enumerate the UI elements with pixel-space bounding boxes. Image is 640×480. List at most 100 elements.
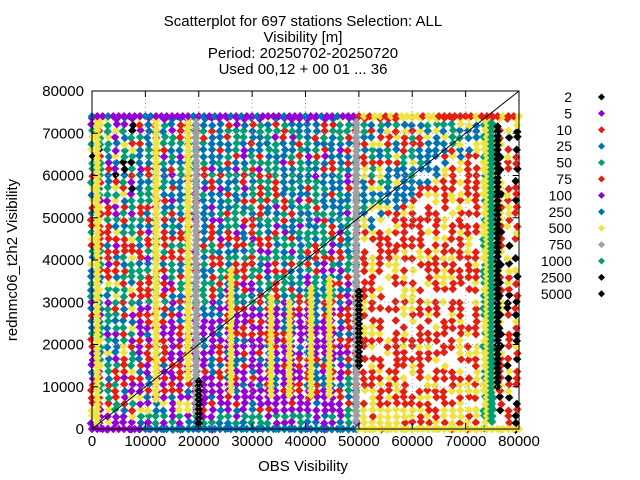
scatter-point <box>455 248 464 257</box>
scatter-point <box>312 336 322 346</box>
scatter-point <box>272 190 281 200</box>
scatter-point <box>343 159 353 168</box>
scatter-point <box>271 177 280 187</box>
scatter-point <box>159 355 168 365</box>
scatter-point <box>376 172 385 181</box>
scatter-point <box>320 159 329 168</box>
scatter-point <box>375 418 385 427</box>
scatter-point <box>216 412 225 422</box>
scatter-point <box>287 259 296 269</box>
legend-marker <box>597 159 606 167</box>
scatter-point <box>285 377 294 386</box>
scatter-point <box>176 266 185 275</box>
scatter-point <box>393 386 402 395</box>
scatter-point <box>142 323 152 333</box>
scatter-point <box>295 215 305 225</box>
scatter-point <box>111 412 121 422</box>
scatter-point <box>126 133 136 143</box>
scatter-point <box>191 305 201 315</box>
scatter-point <box>191 189 201 198</box>
scatter-point <box>175 133 185 142</box>
scatter-point <box>306 302 316 312</box>
scatter-point <box>327 265 337 275</box>
scatter-point <box>295 151 304 160</box>
scatter-point <box>354 305 364 315</box>
legend-marker <box>597 126 606 134</box>
scatter-point <box>189 112 198 121</box>
scatter-point <box>176 284 186 294</box>
scatter-point <box>351 402 361 411</box>
scatter-point <box>431 146 440 155</box>
scatter-point <box>486 244 496 253</box>
scatter-point <box>104 177 114 186</box>
scatter-point <box>272 297 282 306</box>
scatter-point <box>384 227 393 237</box>
legend-marker <box>597 191 606 199</box>
scatter-point <box>127 178 136 187</box>
scatter-point <box>223 240 233 249</box>
scatter-point <box>463 379 473 389</box>
scatter-point <box>183 308 193 318</box>
scatter-point <box>183 206 193 216</box>
scatter-point <box>136 273 146 282</box>
scatter-point <box>376 316 385 326</box>
scatter-point <box>486 142 496 151</box>
scatter-point <box>486 174 496 184</box>
scatter-point <box>263 260 273 270</box>
scatter-point <box>248 133 258 142</box>
scatter-point <box>351 156 361 165</box>
scatter-point <box>120 140 129 149</box>
scatter-point <box>493 270 502 280</box>
scatter-point <box>144 246 153 256</box>
scatter-point <box>486 123 496 133</box>
scatter-point <box>472 190 481 200</box>
scatter-point <box>271 234 281 243</box>
scatter-point <box>471 348 481 357</box>
scatter-point <box>271 386 280 396</box>
y-tick-label: 30000 <box>42 294 84 311</box>
scatter-point <box>423 342 433 352</box>
scatter-point <box>464 209 474 218</box>
scatter-point <box>256 260 266 269</box>
scatter-point <box>354 356 364 366</box>
scatter-point <box>279 329 288 338</box>
scatter-point <box>127 184 137 193</box>
scatter-point <box>183 239 193 248</box>
scatter-point <box>493 298 502 308</box>
scatter-point <box>504 380 514 389</box>
scatter-point <box>239 374 248 384</box>
scatter-point <box>343 146 352 155</box>
scatter-point <box>440 151 450 161</box>
scatter-point <box>142 392 152 402</box>
scatter-point <box>354 310 364 319</box>
scatter-point <box>119 360 129 370</box>
scatter-point <box>304 165 314 174</box>
scatter-point <box>174 405 184 415</box>
scatter-point <box>216 197 226 206</box>
scatter-point <box>400 329 410 339</box>
scatter-point <box>328 405 337 415</box>
scatter-point <box>325 321 334 330</box>
scatter-point <box>266 381 276 391</box>
scatter-point <box>440 374 449 383</box>
legend-label: 250 <box>549 204 573 220</box>
scatter-point <box>151 419 160 428</box>
scatter-point <box>87 304 96 313</box>
scatter-point <box>255 127 265 137</box>
scatter-point <box>239 355 248 364</box>
scatter-point <box>247 228 257 238</box>
title-line-1: Scatterplot for 697 stations Selection: … <box>164 13 443 30</box>
scatter-point <box>280 121 290 130</box>
scatter-point <box>168 417 177 427</box>
scatter-point <box>384 260 393 269</box>
scatter-point <box>367 336 376 346</box>
scatter-point <box>407 241 417 251</box>
scatter-point <box>486 202 496 212</box>
scatter-point <box>144 273 153 282</box>
scatter-point <box>112 138 121 148</box>
scatter-point <box>368 164 378 173</box>
scatter-point <box>160 343 169 352</box>
scatter-point <box>223 405 233 414</box>
scatter-point <box>127 406 137 416</box>
scatter-point <box>493 126 502 136</box>
